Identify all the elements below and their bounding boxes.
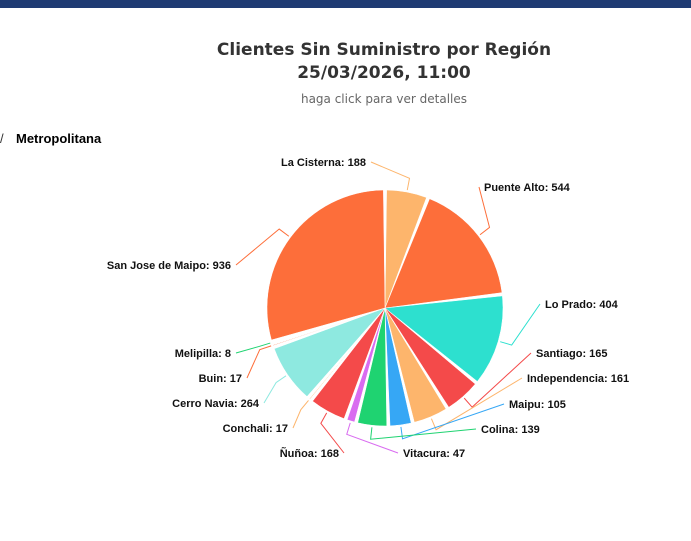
leader-line-san-jose-de-maipo xyxy=(235,228,290,266)
pie-slice-colina[interactable] xyxy=(357,307,388,427)
slice-label-la-cisterna: La Cisterna: 188 xyxy=(281,157,366,169)
slice-label-conchali: Conchali: 17 xyxy=(223,423,288,435)
chart-subtitle: 25/03/2026, 11:00 xyxy=(297,63,471,83)
slice-label-colina: Colina: 139 xyxy=(481,424,540,436)
pie-slice-buin[interactable] xyxy=(272,307,386,346)
leader-line-santiago xyxy=(463,352,532,408)
leader-line-maipu xyxy=(400,403,505,440)
leader-line-vitacura xyxy=(346,422,399,454)
slice-label-lo-prado: Lo Prado: 404 xyxy=(545,299,619,311)
leader-line-melipilla xyxy=(235,342,271,354)
leader-line-buin xyxy=(246,345,272,379)
pie-slice-vitacura[interactable] xyxy=(346,307,386,423)
pie-slice-san-jose-de-maipo[interactable] xyxy=(266,189,386,341)
slice-label-puente-alto: Puente Alto: 544 xyxy=(484,182,571,194)
slice-label-melipilla: Melipilla: 8 xyxy=(175,348,231,360)
leader-line-conchali xyxy=(292,400,309,429)
pie-slice-santiago[interactable] xyxy=(384,307,476,408)
pie-slice-conchali[interactable] xyxy=(309,307,386,400)
pie-slice-nunoa[interactable] xyxy=(312,307,386,419)
pie-slice-puente-alto[interactable] xyxy=(384,198,503,309)
leader-line-la-cisterna xyxy=(370,161,411,191)
leader-line-independencia xyxy=(430,377,523,431)
click-hint[interactable]: haga click para ver detalles xyxy=(300,92,468,106)
leader-line-colina xyxy=(370,427,477,440)
leader-line-lo-prado xyxy=(500,303,541,346)
top-bar xyxy=(0,0,691,8)
slice-label-cerro-navia: Cerro Navia: 264 xyxy=(172,398,260,410)
leader-line-puente-alto xyxy=(478,186,491,236)
pie-slice-independencia[interactable] xyxy=(384,307,447,423)
breadcrumb-current[interactable]: Metropolitana xyxy=(16,131,102,146)
slice-label-buin: Buin: 17 xyxy=(199,373,242,385)
slice-label-nunoa: Ñuñoa: 168 xyxy=(280,447,339,460)
pie-slice-cerro-navia[interactable] xyxy=(273,307,386,397)
breadcrumb-separator: / xyxy=(0,131,4,146)
slice-label-vitacura: Vitacura: 47 xyxy=(403,448,465,460)
leader-line-cerro-navia xyxy=(263,375,287,404)
pie-slice-la-cisterna[interactable] xyxy=(384,189,427,309)
pie-slice-maipu[interactable] xyxy=(384,307,412,427)
pie-slice-lo-prado[interactable] xyxy=(384,295,504,382)
chart-title: Clientes Sin Suministro por Región xyxy=(216,40,552,60)
slice-label-santiago: Santiago: 165 xyxy=(536,348,608,360)
slice-label-independencia: Independencia: 161 xyxy=(527,373,629,385)
slice-label-maipu: Maipu: 105 xyxy=(509,399,566,411)
slice-label-san-jose-de-maipo: San Jose de Maipo: 936 xyxy=(107,260,231,272)
breadcrumb: / Metropolitana xyxy=(0,131,101,146)
leader-line-nunoa xyxy=(320,412,345,454)
